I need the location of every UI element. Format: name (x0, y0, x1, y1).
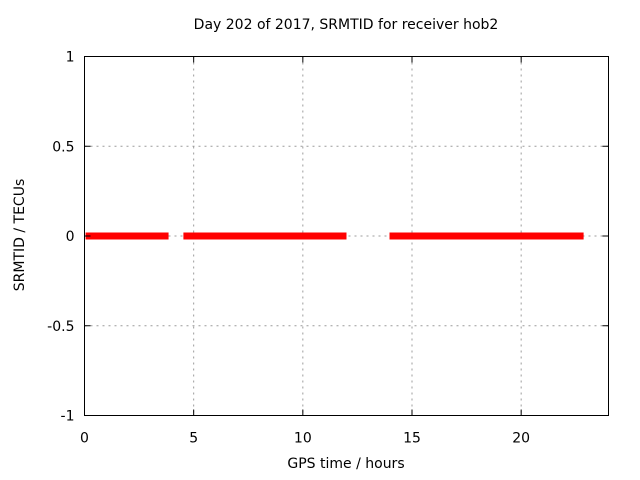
x-tick-label: 15 (403, 431, 421, 447)
x-axis-label: GPS time / hours (287, 456, 405, 472)
x-tick-label: 0 (80, 431, 89, 447)
y-tick-label: 1 (66, 50, 75, 66)
y-tick-label: -0.5 (47, 319, 74, 335)
x-tick-label: 5 (189, 431, 198, 447)
y-tick-label: 0 (66, 229, 75, 245)
x-tick-label: 20 (512, 431, 530, 447)
y-tick-label: 0.5 (52, 139, 74, 155)
x-tick-label: 10 (294, 431, 312, 447)
chart-title: Day 202 of 2017, SRMTID for receiver hob… (193, 17, 499, 33)
y-tick-label: -1 (61, 409, 75, 425)
